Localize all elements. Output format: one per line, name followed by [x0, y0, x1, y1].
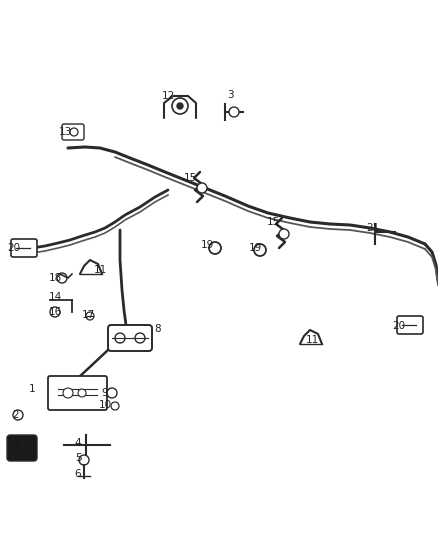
- Text: 16: 16: [48, 307, 62, 317]
- Text: 15: 15: [266, 217, 279, 227]
- Text: 9: 9: [102, 388, 108, 398]
- Circle shape: [78, 389, 86, 397]
- Text: 21: 21: [366, 223, 380, 233]
- Text: 4: 4: [75, 438, 81, 448]
- Text: 2: 2: [13, 410, 19, 420]
- Text: 12: 12: [161, 91, 175, 101]
- Circle shape: [70, 128, 78, 136]
- Text: 11: 11: [305, 335, 318, 345]
- Circle shape: [63, 388, 73, 398]
- Text: 3: 3: [227, 90, 233, 100]
- Circle shape: [50, 307, 60, 317]
- Circle shape: [279, 229, 289, 239]
- Text: 14: 14: [48, 292, 62, 302]
- FancyBboxPatch shape: [62, 124, 84, 140]
- Circle shape: [172, 98, 188, 114]
- Circle shape: [107, 388, 117, 398]
- Text: 20: 20: [7, 243, 21, 253]
- Text: 17: 17: [81, 310, 95, 320]
- FancyBboxPatch shape: [7, 435, 37, 461]
- Text: 5: 5: [75, 453, 81, 463]
- Text: 7: 7: [17, 443, 23, 453]
- Text: 6: 6: [75, 469, 81, 479]
- Circle shape: [177, 103, 183, 109]
- Text: 1: 1: [28, 384, 35, 394]
- Circle shape: [229, 107, 239, 117]
- Text: 19: 19: [248, 243, 261, 253]
- Text: 18: 18: [48, 273, 62, 283]
- Text: 10: 10: [99, 400, 112, 410]
- Circle shape: [86, 312, 94, 320]
- FancyBboxPatch shape: [11, 239, 37, 257]
- FancyBboxPatch shape: [108, 325, 152, 351]
- Circle shape: [57, 273, 67, 283]
- Circle shape: [197, 183, 207, 193]
- Circle shape: [209, 242, 221, 254]
- Circle shape: [13, 410, 23, 420]
- Circle shape: [115, 333, 125, 343]
- Circle shape: [135, 333, 145, 343]
- Circle shape: [111, 402, 119, 410]
- Text: 20: 20: [392, 321, 406, 331]
- Text: 15: 15: [184, 173, 197, 183]
- Text: 8: 8: [155, 324, 161, 334]
- Text: 13: 13: [58, 127, 72, 137]
- Circle shape: [79, 455, 89, 465]
- Circle shape: [254, 244, 266, 256]
- FancyBboxPatch shape: [48, 376, 107, 410]
- Text: 19: 19: [200, 240, 214, 250]
- FancyBboxPatch shape: [397, 316, 423, 334]
- Text: 11: 11: [93, 265, 106, 275]
